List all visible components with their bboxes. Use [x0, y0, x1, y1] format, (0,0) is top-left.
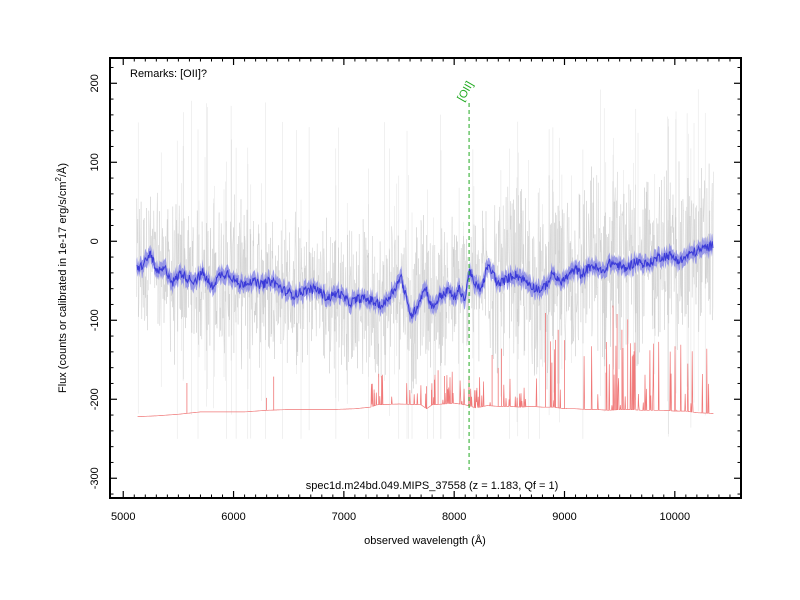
y-axis-label: Flux (counts or calibrated in 1e-17 erg/… [54, 163, 69, 393]
x-tick-label: 10000 [660, 511, 691, 523]
smoothed-flux-line [136, 240, 714, 319]
y-axis-label-tail: /Å) [56, 163, 69, 177]
smoothed-flux-series [136, 240, 714, 319]
y-axis-label-superscript: 2 [54, 176, 63, 181]
y-tick-label: -300 [89, 467, 101, 489]
y-axis-label-main: Flux (counts or calibrated in 1e-17 erg/… [57, 181, 69, 393]
axis-ticks: 5000 6000 7000 8000 9000 10000 200 100 0 -100 -200… [89, 58, 741, 523]
flux-error-band-area [136, 233, 713, 325]
y-tick-label: 100 [89, 153, 101, 171]
x-tick-label: 8000 [442, 511, 466, 523]
y-tick-label: 200 [89, 74, 101, 92]
axes [109, 57, 742, 499]
x-axis-label: observed wavelength (Å) [364, 534, 486, 547]
x-tick-label: 7000 [332, 511, 356, 523]
x-tick-label: 6000 [221, 511, 245, 523]
y-tick-label: -100 [89, 309, 101, 331]
remarks-text: Remarks: [OII]? [130, 68, 207, 80]
y-tick-label: -200 [89, 388, 101, 410]
raw-flux-line [136, 161, 714, 394]
flux-error-band [136, 233, 713, 325]
sky-series [137, 305, 714, 417]
spectrum-caption: spec1d.m24bd.049.MIPS_37558 (z = 1.183, … [306, 480, 559, 492]
x-tick-label: 9000 [552, 511, 576, 523]
y-tick-label: 0 [89, 238, 101, 244]
x-tick-label: 5000 [111, 511, 135, 523]
plot-frame [109, 57, 742, 499]
